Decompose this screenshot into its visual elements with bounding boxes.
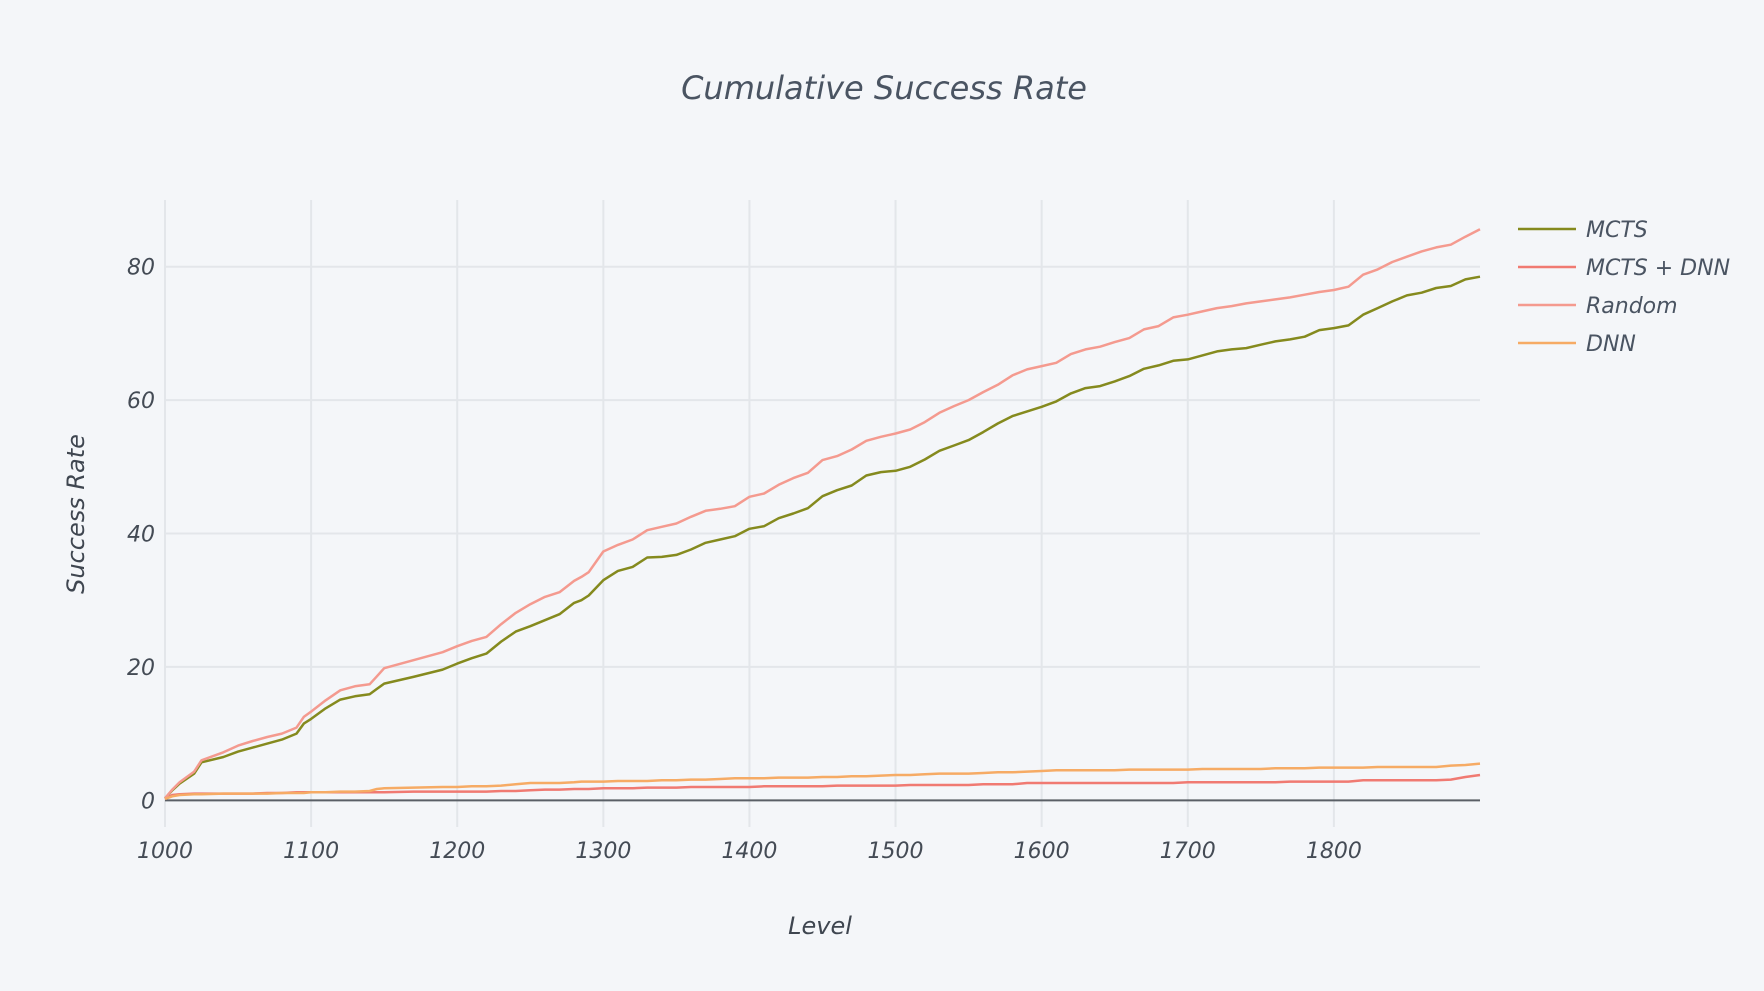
y-tick-labels: 0 20 40 60 80: [127, 256, 155, 815]
legend-label-mcts: MCTS: [1586, 218, 1648, 243]
y-tick-label: 60: [127, 389, 155, 414]
x-tick-label: 1800: [1306, 839, 1362, 864]
x-tick-label: 1500: [868, 839, 924, 864]
legend-label-mcts-dnn: MCTS + DNN: [1586, 256, 1730, 281]
x-tick-label: 1000: [137, 839, 193, 864]
x-tick-label: 1100: [283, 839, 339, 864]
legend: MCTS MCTS + DNN Random DNN: [1518, 218, 1730, 357]
x-tick-labels: 1000 1100 1200 1300 1400 1500 1600 1700 1800: [137, 839, 1362, 864]
chart-title: Cumulative Success Rate: [681, 69, 1087, 107]
legend-label-random: Random: [1586, 294, 1678, 319]
y-tick-label: 40: [127, 523, 155, 548]
x-axis-title: Level: [788, 912, 852, 940]
y-axis-title: Success Rate: [62, 434, 90, 594]
series-line-random: [164, 228, 1481, 800]
x-tick-label: 1700: [1160, 839, 1216, 864]
series-line-dnn: [164, 762, 1481, 801]
series-group: [164, 228, 1481, 801]
y-tick-label: 0: [141, 789, 155, 814]
y-gridlines: [165, 265, 1480, 668]
y-tick-label: 80: [127, 256, 155, 281]
series-line-mcts: [164, 275, 1481, 800]
y-tick-label: 20: [127, 656, 155, 681]
series-line-mcts-dnn: [164, 773, 1481, 801]
x-tick-label: 1200: [429, 839, 485, 864]
legend-label-dnn: DNN: [1586, 332, 1636, 357]
x-gridlines: [164, 200, 1335, 827]
x-tick-label: 1300: [575, 839, 631, 864]
x-tick-label: 1400: [721, 839, 777, 864]
x-tick-label: 1600: [1014, 839, 1070, 864]
